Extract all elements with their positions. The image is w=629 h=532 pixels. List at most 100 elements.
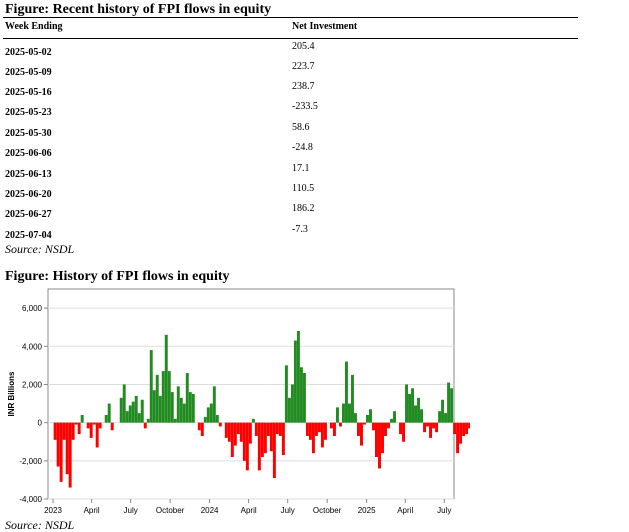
table-row: 2025-05-02 205.4	[0, 41, 578, 61]
bar	[203, 416, 207, 423]
week-ending-cell: 2025-06-27	[5, 209, 52, 220]
bar	[59, 422, 63, 482]
bar	[170, 392, 174, 423]
bar	[128, 405, 132, 423]
bar	[53, 422, 57, 440]
bar	[71, 422, 75, 440]
bar	[411, 388, 414, 423]
bar	[296, 331, 300, 423]
bar	[200, 422, 204, 436]
bar	[351, 374, 354, 423]
x-tick-label: April	[241, 506, 257, 515]
bar	[266, 422, 270, 436]
bar	[399, 422, 402, 435]
bar	[387, 422, 390, 429]
net-investment-cell: -24.8	[292, 142, 313, 153]
bar	[317, 422, 321, 433]
bar	[465, 422, 469, 435]
bar	[284, 365, 288, 423]
bar	[77, 422, 81, 435]
bar	[402, 422, 405, 442]
bar	[137, 413, 141, 423]
bar	[125, 411, 129, 423]
bar	[344, 361, 348, 423]
week-ending-cell: 2025-07-04	[5, 230, 52, 241]
bar	[438, 411, 442, 423]
bar	[384, 422, 387, 436]
bar	[89, 422, 93, 438]
x-tick-label: April	[84, 506, 100, 515]
table-row: 2025-05-23 -233.5	[0, 101, 578, 121]
x-tick-label: April	[397, 506, 413, 515]
bar	[185, 373, 189, 423]
x-tick-label: July	[124, 506, 138, 515]
bar	[360, 422, 363, 446]
y-gridlines	[48, 307, 454, 500]
bar	[450, 388, 454, 423]
bar	[408, 394, 411, 423]
week-ending-cell: 2025-05-23	[5, 107, 52, 118]
bar	[242, 422, 246, 461]
x-tick-label: 2024	[201, 506, 219, 515]
bar	[224, 422, 228, 438]
bar	[447, 382, 451, 423]
bar	[182, 403, 186, 423]
bar	[95, 422, 99, 448]
bar	[338, 422, 342, 427]
table-row: 2025-07-04 -7.3	[0, 224, 578, 244]
bar	[56, 422, 60, 467]
bar	[335, 407, 339, 423]
table-title: Figure: Recent history of FPI flows in e…	[5, 2, 272, 17]
bar	[176, 386, 180, 423]
x-axis-ticks: 2023 April July October 2024 April July October…	[44, 499, 451, 515]
bar	[459, 422, 463, 444]
bar	[293, 340, 297, 423]
net-investment-cell: -7.3	[292, 224, 308, 235]
x-tick-label: October	[156, 506, 185, 515]
bar	[218, 422, 222, 427]
bar	[462, 422, 466, 436]
table-header-rule	[3, 38, 578, 39]
x-tick-label: 2025	[358, 506, 376, 515]
bar	[140, 399, 144, 423]
table-row: 2025-06-06 -24.8	[0, 142, 578, 162]
bar	[305, 422, 309, 436]
net-investment-cell: 17.1	[292, 163, 310, 174]
bar	[254, 422, 258, 436]
week-ending-cell: 2025-06-06	[5, 148, 52, 159]
bar	[290, 384, 294, 423]
table-row: 2025-05-09 223.7	[0, 61, 578, 81]
bar	[375, 422, 378, 457]
week-ending-cell: 2025-06-20	[5, 189, 52, 200]
y-tick-label: -4,000	[19, 495, 42, 504]
bar	[119, 397, 123, 423]
bar	[456, 422, 460, 454]
bar	[341, 403, 345, 423]
bar	[299, 367, 303, 423]
bar	[251, 418, 255, 423]
table-source-note: Source: NSDL	[5, 242, 75, 256]
bar	[369, 409, 372, 423]
bar	[372, 422, 375, 431]
bar	[378, 422, 381, 469]
bar	[197, 422, 201, 431]
bar	[278, 422, 282, 436]
bar-series	[53, 331, 470, 488]
y-tick-label: 0	[38, 419, 43, 428]
y-axis-label: INR Billions	[7, 371, 16, 416]
bar	[173, 418, 177, 423]
net-investment-cell: 58.6	[292, 122, 310, 133]
y-axis-ticks: -4,000 -2,000 0 2,000 4,000 6,000	[19, 304, 48, 504]
bar	[122, 384, 126, 423]
bar	[302, 373, 306, 423]
bar	[269, 422, 273, 452]
bar	[146, 418, 150, 423]
bar	[320, 422, 324, 448]
chart-title: Figure: History of FPI flows in equity	[5, 269, 230, 284]
x-tick-label: 2023	[44, 506, 62, 515]
chart-source-note: Source: NSDL	[5, 518, 75, 532]
bar	[275, 422, 279, 435]
bar	[206, 407, 210, 423]
net-investment-cell: -233.5	[292, 101, 318, 112]
bar	[92, 422, 96, 425]
